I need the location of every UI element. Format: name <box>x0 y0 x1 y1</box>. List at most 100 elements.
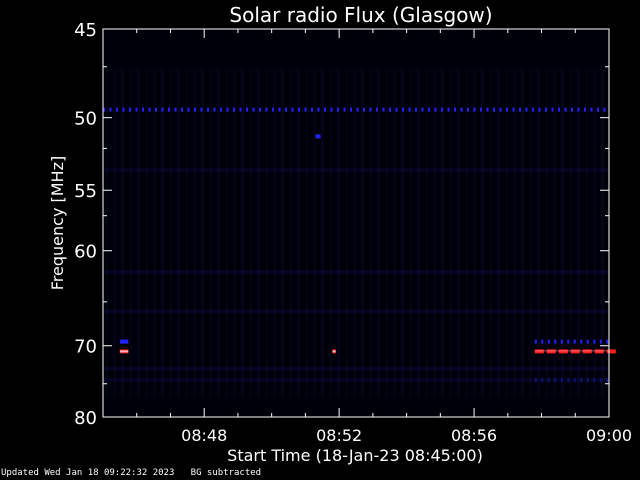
heatmap-striation <box>545 69 548 397</box>
x-tick-label: 08:52 <box>316 426 362 445</box>
feature-interference-50-seg <box>265 107 268 112</box>
heatmap-striation <box>497 69 500 397</box>
feature-interference-50-seg <box>337 107 339 112</box>
feature-interference-50-seg <box>174 107 177 112</box>
feature-interference-50-seg <box>493 107 495 112</box>
feature-interference-50-seg <box>155 107 157 112</box>
feature-interference-50-seg <box>148 107 151 112</box>
feature-interference-50-seg <box>103 107 105 112</box>
feature-faint-74-seg <box>560 378 563 383</box>
feature-interference-50-seg <box>129 107 131 112</box>
heatmap-striation <box>129 69 132 397</box>
feature-interference-50-seg <box>532 107 534 112</box>
feature-interference-50-seg <box>142 107 144 112</box>
heatmap-striation <box>465 69 468 397</box>
updated-footer: Updated Wed Jan 18 09:22:32 2023 BG subt… <box>1 468 262 478</box>
feature-interference-50-seg <box>207 107 209 112</box>
feature-interference-50-seg <box>226 107 229 112</box>
heatmap-striation <box>257 69 260 397</box>
feature-interference-50-seg <box>499 107 502 112</box>
heatmap-striation <box>177 69 180 397</box>
feature-interference-50-seg <box>402 107 404 112</box>
heatmap-striation <box>273 69 276 397</box>
feature-band-69-late-seg <box>599 339 602 344</box>
feature-interference-50-seg <box>590 107 593 112</box>
feature-interference-50-seg <box>356 107 359 112</box>
spectrogram-heatmap <box>103 29 609 417</box>
heatmap-striation <box>193 69 196 397</box>
plot-frame <box>102 28 610 418</box>
feature-interference-50-seg <box>480 107 482 112</box>
heatmap-striation <box>361 69 364 397</box>
heatmap-striation <box>145 69 148 397</box>
heatmap-striation <box>433 69 436 397</box>
heatmap-striation <box>329 69 332 397</box>
heatmap-striation <box>585 69 588 397</box>
feature-interference-50-seg <box>168 107 170 112</box>
heatmap-striation <box>209 69 212 397</box>
heatmap-striation <box>441 69 444 397</box>
feature-interference-50-seg <box>434 107 437 112</box>
feature-interference-50-seg <box>161 107 164 112</box>
feature-interference-50-seg <box>181 107 183 112</box>
heatmap-striation <box>409 69 412 397</box>
feature-interference-50-seg <box>239 107 242 112</box>
heatmap-striation <box>601 69 604 397</box>
heatmap-striation <box>473 69 476 397</box>
feature-interference-50-seg <box>506 107 508 112</box>
heatmap-striation <box>353 69 356 397</box>
feature-interference-50-seg <box>408 107 411 112</box>
y-tick-label: 80 <box>74 408 97 429</box>
heatmap-striation <box>529 69 532 397</box>
feature-core-burst-mid <box>332 350 336 353</box>
y-tick-label: 50 <box>74 109 97 130</box>
feature-interference-50-seg <box>447 107 450 112</box>
feature-interference-50-seg <box>467 107 469 112</box>
feature-faint-74-seg <box>593 378 596 383</box>
heatmap-striation <box>297 69 300 397</box>
feature-interference-50-seg <box>363 107 365 112</box>
feature-interference-50-seg <box>252 107 255 112</box>
feature-interference-50-seg <box>330 107 333 112</box>
feature-interference-50-seg <box>441 107 443 112</box>
heatmap-striation <box>225 69 228 397</box>
feature-interference-50-seg <box>246 107 248 112</box>
feature-interference-50-seg <box>343 107 346 112</box>
heatmap-band <box>103 167 609 172</box>
feature-interference-50-seg <box>278 107 281 112</box>
heatmap-striation <box>289 69 292 397</box>
heatmap-striation <box>377 69 380 397</box>
feature-interference-50-seg <box>116 107 118 112</box>
y-tick-label: 55 <box>74 181 97 202</box>
feature-interference-50-seg <box>213 107 216 112</box>
feature-interference-50-seg <box>545 107 547 112</box>
feature-faint-74-seg <box>586 378 589 383</box>
feature-faint-74-seg <box>541 378 544 383</box>
feature-interference-50-seg <box>564 107 567 112</box>
feature-faint-74-seg <box>580 378 583 383</box>
feature-interference-50-seg <box>454 107 456 112</box>
heatmap-striation <box>489 69 492 397</box>
heatmap-striation <box>265 69 268 397</box>
feature-interference-50-seg <box>194 107 196 112</box>
feature-faint-74-seg <box>573 378 576 383</box>
feature-interference-50-seg <box>558 107 560 112</box>
feature-interference-50-seg <box>473 107 476 112</box>
feature-interference-50-seg <box>350 107 352 112</box>
feature-band-69-late-seg <box>560 339 563 344</box>
feature-faint-74-seg <box>567 378 570 383</box>
feature-interference-50-seg <box>538 107 541 112</box>
feature-interference-50-seg <box>369 107 372 112</box>
heatmap-striation <box>161 69 164 397</box>
feature-interference-50-seg <box>382 107 385 112</box>
heatmap-striation <box>137 69 140 397</box>
feature-interference-50-seg <box>311 107 313 112</box>
heatmap-striation <box>561 69 564 397</box>
heatmap-striation <box>113 69 116 397</box>
feature-band-69-late-seg <box>593 339 596 344</box>
y-axis-title: Frequency [MHz] <box>48 156 67 290</box>
x-tick-label: 08:48 <box>181 426 227 445</box>
feature-interference-50-seg <box>389 107 391 112</box>
feature-interference-50-seg <box>122 107 125 112</box>
